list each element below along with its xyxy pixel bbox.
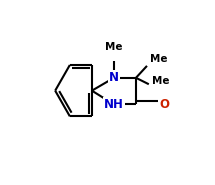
Text: NH: NH	[104, 98, 124, 111]
Text: Me: Me	[152, 75, 170, 86]
Text: NH: NH	[104, 98, 124, 111]
Text: Me: Me	[152, 75, 170, 86]
Text: Me: Me	[105, 42, 123, 52]
Text: N: N	[109, 71, 119, 84]
Text: O: O	[160, 98, 170, 111]
Text: Me: Me	[150, 54, 167, 64]
Text: N: N	[109, 71, 119, 84]
Text: Me: Me	[105, 42, 123, 52]
Text: O: O	[160, 98, 170, 111]
Text: Me: Me	[150, 54, 167, 64]
